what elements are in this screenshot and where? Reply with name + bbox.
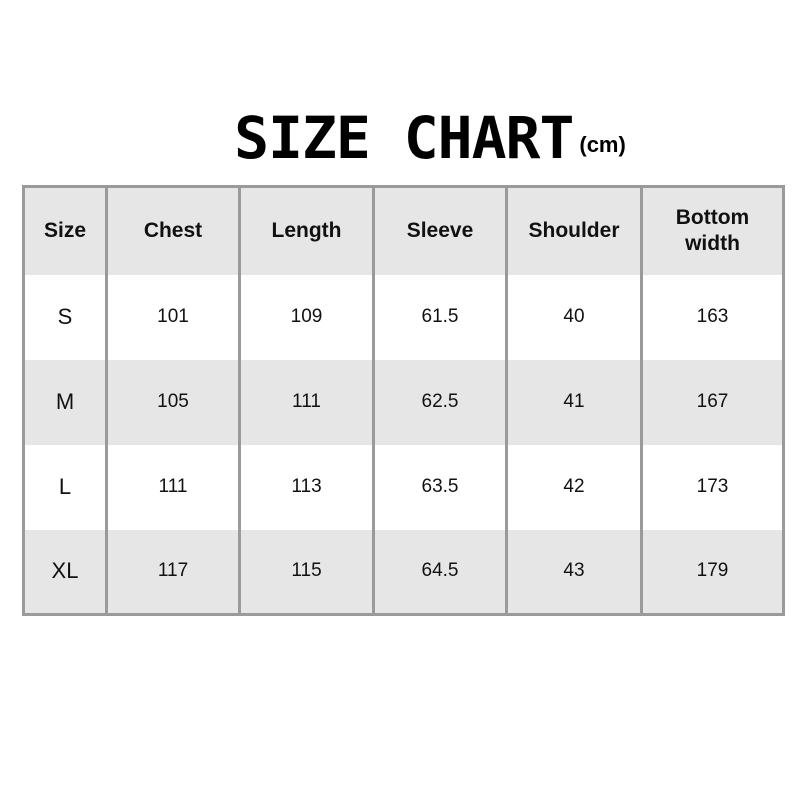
value-cell: 101	[105, 274, 241, 360]
column-header: Size	[22, 186, 108, 275]
value-cell: 113	[238, 444, 375, 530]
value-cell: 42	[505, 444, 643, 530]
value-cell: 163	[640, 274, 785, 360]
value-cell: 62.5	[372, 359, 508, 445]
table-row: L 111 113 63.5 42 173	[22, 444, 785, 530]
column-header: Bottom width	[640, 186, 785, 275]
column-header: Chest	[105, 186, 241, 275]
value-cell: 115	[238, 529, 375, 615]
value-cell: 40	[505, 274, 643, 360]
value-cell: 111	[105, 444, 241, 530]
column-header: Shoulder	[505, 186, 643, 275]
value-cell: 173	[640, 444, 785, 530]
value-cell: 167	[640, 359, 785, 445]
size-cell: XL	[22, 529, 108, 615]
size-cell: M	[22, 359, 108, 445]
title-text: SIZE CHART	[234, 104, 574, 172]
value-cell: 63.5	[372, 444, 508, 530]
chart-title: SIZE CHART (cm)	[0, 104, 800, 172]
value-cell: 111	[238, 359, 375, 445]
value-cell: 179	[640, 529, 785, 615]
table-row: M 105 111 62.5 41 167	[22, 359, 785, 445]
column-header: Length	[238, 186, 375, 275]
title-unit: (cm)	[579, 132, 626, 157]
value-cell: 43	[505, 529, 643, 615]
value-cell: 117	[105, 529, 241, 615]
size-cell: S	[22, 274, 108, 360]
value-cell: 61.5	[372, 274, 508, 360]
size-table: Size Chest Length Sleeve Shoulder Bottom widt…	[22, 185, 785, 616]
value-cell: 109	[238, 274, 375, 360]
size-cell: L	[22, 444, 108, 530]
column-header: Sleeve	[372, 186, 508, 275]
value-cell: 105	[105, 359, 241, 445]
value-cell: 64.5	[372, 529, 508, 615]
value-cell: 41	[505, 359, 643, 445]
table-row: S 101 109 61.5 40 163	[22, 274, 785, 360]
header-row: Size Chest Length Sleeve Shoulder Bottom widt…	[22, 186, 785, 275]
table-row: XL 117 115 64.5 43 179	[22, 529, 785, 615]
